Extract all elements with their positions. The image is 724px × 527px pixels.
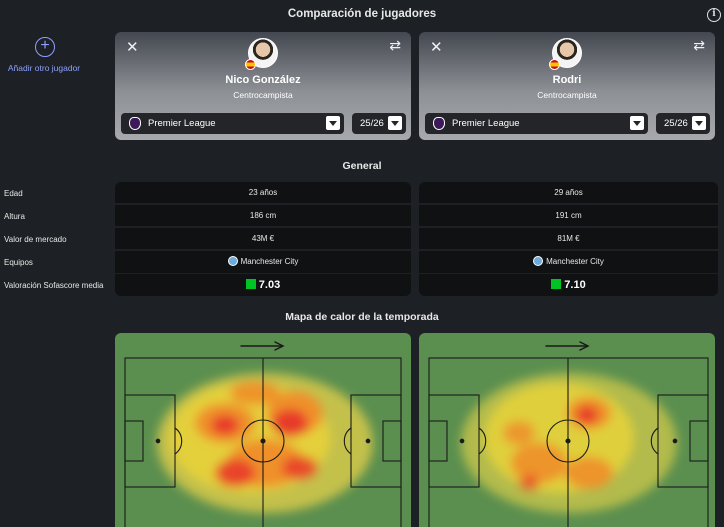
player-name: Nico González xyxy=(225,74,301,86)
chevron-down-icon xyxy=(326,116,340,130)
manchester-city-icon xyxy=(533,256,544,266)
teams-label: Equipos xyxy=(4,258,33,267)
rating-label: Valoración Sofascore media xyxy=(4,281,104,290)
player-1-team[interactable]: Manchester City xyxy=(115,251,411,273)
heatmap-section-title: Mapa de calor de la temporada xyxy=(285,311,439,323)
age-label: Edad xyxy=(4,189,23,198)
player-card-2: ✕ ⇄ Rodri Centrocampista Premier League … xyxy=(419,32,715,140)
player-1-age: 23 años xyxy=(115,182,411,203)
premier-league-icon xyxy=(129,117,141,130)
general-section-title: General xyxy=(342,160,382,172)
season-select[interactable]: 25/26 xyxy=(352,113,406,134)
rating-value: 7.10 xyxy=(564,279,586,291)
season-select[interactable]: 25/26 xyxy=(656,113,710,134)
league-label: Premier League xyxy=(148,118,216,129)
chevron-down-icon xyxy=(630,116,644,130)
info-icon[interactable]: i xyxy=(707,8,721,22)
pitch-lines xyxy=(428,357,709,527)
player-card-1: ✕ ⇄ Nico González Centrocampista Premier… xyxy=(115,32,411,140)
player-2-market-value: 81M € xyxy=(419,228,718,249)
player-1-rating: 7.03 xyxy=(115,274,411,296)
swap-icon[interactable]: ⇄ xyxy=(389,38,401,54)
chevron-down-icon xyxy=(388,116,402,130)
heatmap-player-1 xyxy=(115,333,411,527)
add-player-icon[interactable]: + xyxy=(35,37,55,57)
player-2-team[interactable]: Manchester City xyxy=(419,251,718,273)
rating-value: 7.03 xyxy=(258,279,281,291)
player-2-height: 191 cm xyxy=(419,205,718,226)
manchester-city-icon xyxy=(227,256,238,266)
player-1-height: 186 cm xyxy=(115,205,411,226)
pitch-svg xyxy=(124,341,402,527)
season-label: 25/26 xyxy=(664,118,688,129)
league-select[interactable]: Premier League xyxy=(121,113,344,134)
player-name: Rodri xyxy=(552,74,582,86)
team-name[interactable]: Manchester City xyxy=(240,257,299,266)
heatmap-player-2 xyxy=(419,333,715,527)
player-2-rating: 7.10 xyxy=(419,274,718,296)
spain-flag-icon xyxy=(549,59,560,70)
league-label: Premier League xyxy=(452,118,520,129)
season-label: 25/26 xyxy=(360,118,384,129)
add-player-label[interactable]: Añadir otro jugador xyxy=(7,63,81,73)
player-1-market-value: 43M € xyxy=(115,228,411,249)
spain-flag-icon xyxy=(245,59,256,70)
rating-indicator xyxy=(551,279,562,289)
team-name[interactable]: Manchester City xyxy=(546,257,604,266)
swap-icon[interactable]: ⇄ xyxy=(693,38,705,54)
league-select[interactable]: Premier League xyxy=(425,113,648,134)
player-position: Centrocampista xyxy=(537,90,597,100)
heatmap-overlay xyxy=(157,373,373,513)
pitch-lines xyxy=(124,357,402,527)
page-title: Comparación de jugadores xyxy=(287,8,437,20)
height-label: Altura xyxy=(4,212,25,221)
pitch-svg xyxy=(428,341,709,527)
market-value-label: Valor de mercado xyxy=(4,235,67,244)
player-2-age: 29 años xyxy=(419,182,718,203)
rating-indicator xyxy=(245,279,256,289)
premier-league-icon xyxy=(433,117,445,130)
chevron-down-icon xyxy=(692,116,706,130)
close-icon[interactable]: ✕ xyxy=(126,39,139,56)
player-position: Centrocampista xyxy=(233,90,293,100)
close-icon[interactable]: ✕ xyxy=(430,39,443,56)
